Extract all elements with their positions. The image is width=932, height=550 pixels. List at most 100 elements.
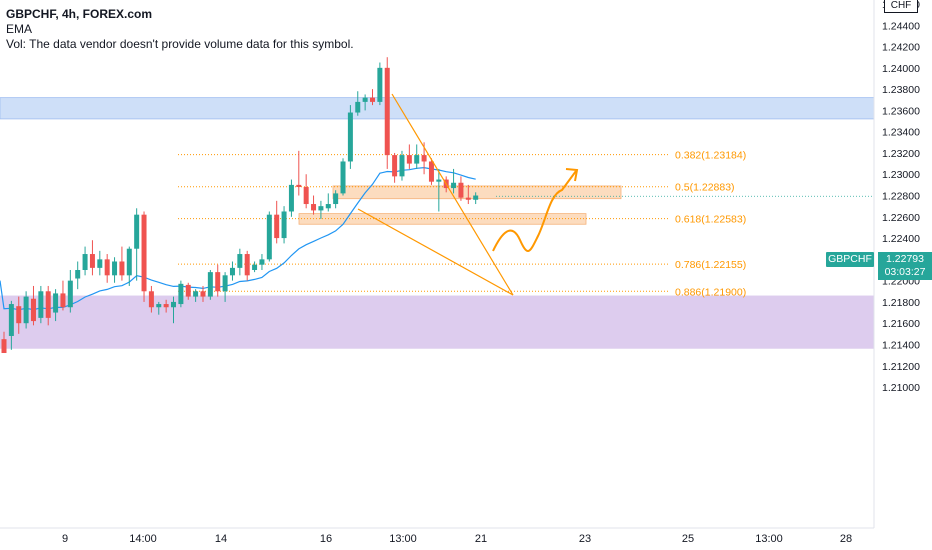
candle-body bbox=[53, 293, 59, 313]
candle-body bbox=[333, 193, 339, 205]
candle-body bbox=[178, 283, 184, 305]
candle-body bbox=[392, 155, 398, 177]
time-tick-label: 14:00 bbox=[129, 533, 157, 545]
candle-body bbox=[134, 214, 140, 249]
candle-body bbox=[266, 214, 272, 260]
candle-body bbox=[377, 67, 383, 102]
fib-level-label: 0.382(1.23184) bbox=[675, 150, 746, 162]
candle-body bbox=[421, 155, 427, 162]
candle-body bbox=[355, 101, 361, 113]
candle-body bbox=[126, 248, 132, 276]
current-price-tag: 1.22793 03:03:27 bbox=[878, 252, 932, 280]
candle-body bbox=[163, 304, 169, 308]
time-tick-label: 9 bbox=[62, 533, 68, 545]
legend-symbol[interactable]: GBPCHF, 4h, FOREX.com bbox=[6, 7, 153, 21]
time-axis[interactable]: 9 14:00 14 16 13:00 21 23 25 13:00 28 bbox=[0, 527, 874, 545]
price-tick-label: 1.23000 bbox=[882, 169, 920, 181]
candle-body bbox=[318, 206, 324, 211]
candle-body bbox=[288, 184, 294, 212]
candle-body bbox=[259, 259, 265, 265]
candle-body bbox=[428, 161, 434, 182]
candle-body bbox=[38, 291, 44, 318]
trend-drawings bbox=[357, 93, 579, 296]
legend-indicator[interactable]: EMA bbox=[6, 22, 33, 36]
wedge-upper-line bbox=[391, 93, 514, 296]
candle-body bbox=[465, 197, 471, 200]
candle-body bbox=[222, 275, 228, 292]
candle-body bbox=[67, 280, 73, 308]
candle-body bbox=[414, 155, 420, 164]
time-tick-label: 13:00 bbox=[755, 533, 783, 545]
candle-body bbox=[229, 267, 235, 276]
candle-body bbox=[23, 296, 29, 324]
candle-body bbox=[207, 272, 213, 297]
candle-body bbox=[473, 195, 479, 200]
price-tick-label: 1.23800 bbox=[882, 84, 920, 96]
candle-body bbox=[104, 259, 110, 276]
symbol-price-tag: GBPCHF bbox=[826, 252, 874, 267]
candle-body bbox=[451, 182, 457, 189]
price-tick-label: 1.23400 bbox=[882, 127, 920, 139]
price-tick-label: 1.22600 bbox=[882, 212, 920, 224]
price-tick-label: 1.24000 bbox=[882, 63, 920, 75]
fib-level-label: 0.5(1.22883) bbox=[675, 182, 735, 194]
candle-body bbox=[45, 291, 51, 318]
candle-countdown: 03:03:27 bbox=[884, 266, 926, 278]
candle-body bbox=[399, 155, 405, 177]
time-tick-label: 21 bbox=[475, 533, 487, 545]
candle-body bbox=[458, 182, 464, 198]
candlestick-series bbox=[1, 57, 479, 353]
candle-body bbox=[60, 293, 66, 308]
time-tick-label: 16 bbox=[320, 533, 332, 545]
candle-body bbox=[89, 254, 95, 268]
candle-body bbox=[119, 261, 125, 276]
fib-level-label: 0.618(1.22583) bbox=[675, 214, 746, 226]
candle-body bbox=[171, 301, 177, 308]
candle-body bbox=[436, 179, 442, 182]
supply-zone bbox=[0, 97, 875, 120]
candle-body bbox=[347, 112, 353, 162]
candle-body bbox=[281, 211, 287, 239]
current-price: 1.22793 bbox=[886, 253, 924, 265]
arrow-head-icon bbox=[565, 168, 579, 182]
price-tick-label: 1.23200 bbox=[882, 148, 920, 160]
legend-volume-note: Vol: The data vendor doesn't provide vol… bbox=[6, 37, 354, 51]
price-tick-label: 1.21400 bbox=[882, 339, 920, 351]
candle-body bbox=[406, 155, 412, 164]
candle-body bbox=[325, 204, 331, 209]
candle-body bbox=[185, 284, 191, 297]
price-tick-label: 1.21800 bbox=[882, 297, 920, 309]
price-tick-label: 1.24200 bbox=[882, 42, 920, 54]
price-tick-label: 1.22400 bbox=[882, 233, 920, 245]
price-tick-label: 1.23600 bbox=[882, 105, 920, 117]
candle-body bbox=[193, 291, 199, 297]
time-tick-label: 13:00 bbox=[389, 533, 417, 545]
candle-body bbox=[1, 339, 7, 353]
candle-body bbox=[244, 254, 250, 276]
price-tick-label: 1.22800 bbox=[882, 191, 920, 203]
candle-body bbox=[97, 259, 103, 268]
wedge-lower-line bbox=[357, 208, 514, 296]
candle-body bbox=[112, 261, 118, 276]
candle-body bbox=[237, 254, 243, 268]
price-tick-label: 1.21000 bbox=[882, 382, 920, 394]
candle-body bbox=[340, 161, 346, 194]
candle-body bbox=[296, 184, 302, 188]
price-tick-label: 1.21600 bbox=[882, 318, 920, 330]
candle-body bbox=[8, 304, 14, 336]
candle-body bbox=[215, 272, 221, 292]
demand-zone bbox=[0, 295, 874, 349]
candle-body bbox=[303, 187, 309, 205]
time-tick-label: 23 bbox=[579, 533, 591, 545]
price-tick-label: 1.21200 bbox=[882, 361, 920, 373]
currency-label: CHF bbox=[884, 0, 918, 13]
candle-body bbox=[252, 264, 258, 270]
candle-body bbox=[30, 298, 36, 322]
candle-body bbox=[311, 204, 317, 211]
time-tick-label: 25 bbox=[682, 533, 694, 545]
candle-body bbox=[384, 67, 390, 156]
time-tick-label: 14 bbox=[215, 533, 227, 545]
candle-body bbox=[148, 291, 154, 308]
candle-body bbox=[141, 214, 147, 292]
